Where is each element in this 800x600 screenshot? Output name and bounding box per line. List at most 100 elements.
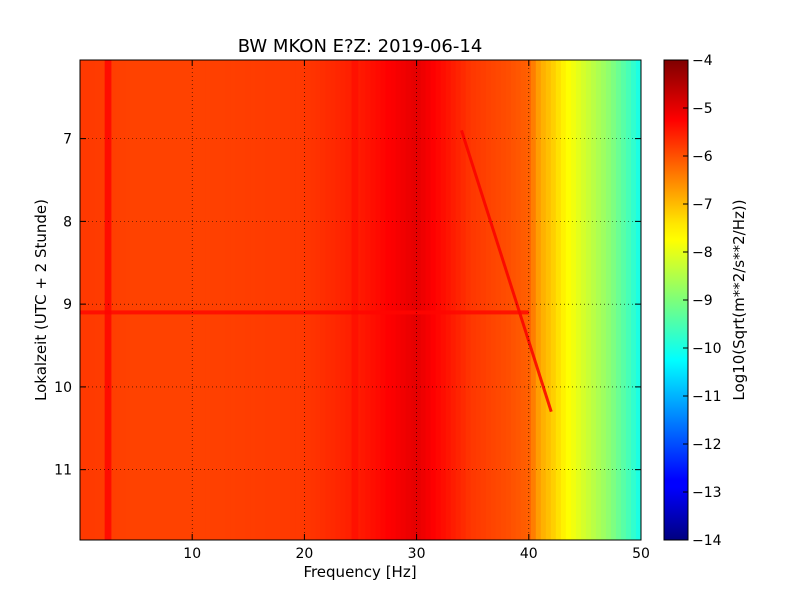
- grid-lines: [80, 60, 641, 540]
- heatmap-cell: [320, 60, 327, 540]
- plot-frame: [79, 59, 642, 541]
- heatmap-cell: [270, 60, 276, 540]
- heatmap-cell: [180, 60, 186, 540]
- colorbar-tick-label: −13: [692, 485, 722, 501]
- x-tick-label: 10: [183, 546, 201, 562]
- heatmap-cell: [295, 60, 301, 540]
- heatmap-cell: [465, 60, 472, 540]
- heatmap-cell: [540, 60, 547, 540]
- heatmap-cell: [630, 60, 637, 540]
- heatmap-cell: [325, 60, 332, 540]
- heatmap-cell: [275, 60, 281, 540]
- heatmap-cell: [315, 60, 322, 540]
- heatmap-cell: [555, 60, 562, 540]
- heatmap-cell: [205, 60, 211, 540]
- x-tick-label: 20: [295, 546, 313, 562]
- heatmap-cell: [210, 60, 216, 540]
- heatmap-cell: [150, 60, 156, 540]
- heatmap-cell: [235, 60, 241, 540]
- heatmap-cell: [290, 60, 296, 540]
- heatmap-cell: [135, 60, 141, 540]
- heatmap-cell: [490, 60, 497, 540]
- heatmap-cell: [430, 60, 437, 540]
- heatmap-cell: [140, 60, 146, 540]
- heatmap-cell: [580, 60, 587, 540]
- chart-title: BW MKON E?Z: 2019-06-14: [238, 36, 483, 57]
- heatmap-cell: [485, 60, 492, 540]
- heatmap-cell: [460, 60, 467, 540]
- heatmap-cell: [500, 60, 507, 540]
- heatmap-cell: [595, 60, 602, 540]
- heatmap-cell: [165, 60, 171, 540]
- heatmap-cell: [85, 60, 91, 540]
- x-tick-label: 50: [632, 546, 650, 562]
- heatmap-cell: [495, 60, 502, 540]
- heatmap-cell: [120, 60, 126, 540]
- heatmap-cell: [100, 60, 106, 540]
- heatmap-cell: [405, 60, 412, 540]
- y-axis-ticks: 7 8 9 10 11: [54, 132, 641, 479]
- heatmap-cell: [175, 60, 181, 540]
- heatmap-cell: [90, 60, 96, 540]
- colorbar-tick-label: −7: [692, 197, 713, 213]
- heatmap-cell: [440, 60, 447, 540]
- colorbar-ticks: −4 −5 −6 −7 −8 −9 −10 −11 −12 −13 −14: [683, 53, 722, 549]
- heatmap-cell: [455, 60, 462, 540]
- heatmap-cell: [370, 60, 377, 540]
- heatmap-cell: [530, 60, 537, 540]
- colorbar-tick-label: −6: [692, 149, 713, 165]
- colorbar-tick-label: −9: [692, 293, 713, 309]
- y-tick-label: 11: [54, 463, 72, 479]
- heatmap-cell: [605, 60, 612, 540]
- colorbar-tick-label: −4: [692, 53, 713, 69]
- y-tick-label: 9: [63, 297, 72, 313]
- heatmap-cell: [360, 60, 367, 540]
- heatmap-cell: [125, 60, 131, 540]
- heatmap-cell: [520, 60, 527, 540]
- heatmap-cell: [550, 60, 557, 540]
- heatmap-cell: [375, 60, 382, 540]
- heatmap-cell: [95, 60, 101, 540]
- colorbar-tick-label: −11: [692, 389, 722, 405]
- x-tick-label: 40: [520, 546, 538, 562]
- heatmap-cell: [335, 60, 342, 540]
- heatmap-cell: [610, 60, 617, 540]
- feature-vertical-band: [351, 60, 359, 540]
- heatmap-cell: [170, 60, 176, 540]
- heatmap-cell: [250, 60, 256, 540]
- colorbar-label: Log10(Sqrt(m**2/s**2/Hz)): [730, 199, 748, 400]
- heatmap-cell: [220, 60, 226, 540]
- heatmap-cell: [80, 60, 86, 540]
- heatmap-cell: [215, 60, 221, 540]
- feature-gliding-line: [460, 129, 553, 413]
- heatmap-cell: [190, 60, 196, 540]
- heatmap-cell: [155, 60, 161, 540]
- heatmap-cell: [615, 60, 622, 540]
- heatmap-cell: [515, 60, 522, 540]
- heatmap-cell: [160, 60, 166, 540]
- heatmap-cell: [625, 60, 632, 540]
- heatmap-cell: [340, 60, 347, 540]
- heatmap-cell: [635, 60, 641, 540]
- heatmap-cell: [385, 60, 392, 540]
- heatmap-cell: [475, 60, 482, 540]
- heatmap-cell: [380, 60, 387, 540]
- x-axis-ticks: 10 20 30 40 50: [183, 60, 650, 562]
- heatmap-cell: [480, 60, 487, 540]
- heatmap-cell: [505, 60, 512, 540]
- heatmap-cell: [200, 60, 206, 540]
- heatmap-cell: [110, 60, 116, 540]
- heatmap-cell: [400, 60, 407, 540]
- heatmap-cell: [280, 60, 286, 540]
- heatmap-cell: [510, 60, 517, 540]
- heatmap-cell: [435, 60, 442, 540]
- heatmap-cell: [420, 60, 427, 540]
- heatmap-cell: [115, 60, 121, 540]
- heatmap-cell: [355, 60, 362, 540]
- heatmap-cell: [305, 60, 312, 540]
- heatmap-cell: [310, 60, 317, 540]
- feature-vertical-band: [104, 60, 112, 540]
- heatmap-cell: [390, 60, 397, 540]
- heatmap-cell: [145, 60, 151, 540]
